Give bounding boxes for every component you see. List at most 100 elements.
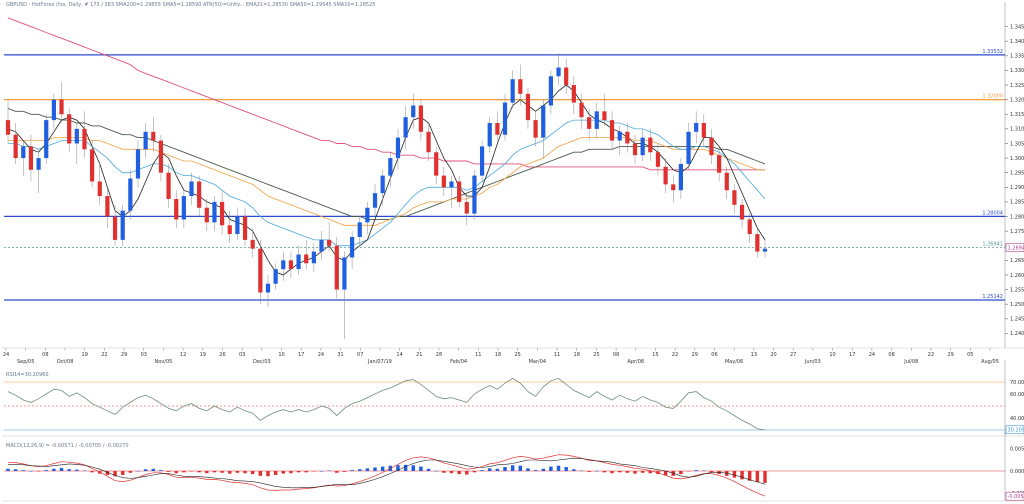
candle-bear [90, 149, 95, 182]
price-tick-label: 1.24500 [1010, 317, 1024, 323]
macd-hist-pos [480, 470, 484, 471]
macd-hist-pos [358, 469, 362, 471]
rsi-tick-label: 40.00000 [1010, 416, 1024, 422]
candle-bull [311, 251, 316, 264]
candle-bear [441, 175, 446, 188]
date-label: 22 [101, 352, 107, 358]
macd-hist-pos [365, 468, 370, 471]
macd-hist-neg [98, 471, 102, 474]
macd-hist-neg [732, 471, 737, 478]
price-tick-label: 1.28500 [1010, 200, 1024, 206]
candle-bear [288, 260, 294, 270]
level-label-1.32000: 1.32000 [982, 94, 1003, 100]
date-label: Nov/05 [155, 359, 173, 365]
date-label: 17 [298, 352, 304, 358]
rsi-info-header: RSI14=30.20960 [6, 372, 49, 378]
date-label: 26 [219, 352, 225, 358]
price-tick-label: 1.33000 [1010, 68, 1024, 74]
date-label: 20 [770, 352, 776, 358]
candle-bull [594, 111, 599, 129]
macd-hist-pos [67, 469, 71, 471]
candle-bull [479, 146, 485, 176]
date-label: Jan/07/19 [367, 359, 392, 365]
candle-bear [426, 131, 431, 153]
candle-bear [701, 123, 706, 138]
price-tick-label: 1.28000 [1010, 214, 1024, 220]
date-label: 10 [829, 352, 835, 358]
candle-bear [59, 99, 64, 115]
level-label-1.25142: 1.25142 [982, 294, 1003, 300]
macd-hist-neg [610, 471, 614, 474]
candle-bull [120, 210, 125, 240]
date-label: Sep/05 [17, 359, 34, 365]
price-tick-label: 1.29500 [1010, 170, 1024, 176]
level-label-1.33532: 1.33532 [982, 49, 1003, 55]
candle-bear [648, 137, 653, 153]
candle-bull [21, 146, 26, 159]
rsi-current-box [1005, 425, 1024, 435]
candle-bull [694, 123, 699, 132]
date-label: 24 [318, 352, 324, 358]
candle-bear [158, 140, 164, 173]
date-label: 14 [396, 352, 402, 358]
candle-bull [189, 181, 194, 197]
candle-bull [617, 131, 622, 141]
price-tick-label: 1.26000 [1010, 273, 1024, 279]
macd-hist-neg [709, 471, 714, 473]
price-tick-label: 1.33500 [1010, 54, 1024, 60]
macd-hist-pos [350, 470, 354, 471]
date-label: Feb/04 [450, 359, 467, 365]
candle-bear [655, 152, 661, 167]
date-label: 29 [121, 352, 127, 358]
price-tick-label: 1.30500 [1010, 141, 1024, 147]
candle-bear [204, 207, 209, 223]
candle-bear [495, 123, 500, 135]
candle-bull [212, 201, 217, 223]
current-price-label: 1.26941 [1008, 245, 1024, 251]
macd-hist-neg [449, 471, 454, 474]
date-label: May/06 [725, 359, 743, 365]
candle-bull [411, 105, 416, 118]
candle-bear [671, 184, 676, 191]
date-label: 31 [337, 352, 343, 358]
candle-bear [717, 155, 722, 173]
overlay-line-ema21 [8, 119, 766, 247]
date-label: 29 [947, 352, 953, 358]
candle-bear [457, 181, 462, 202]
macd-hist-pos [6, 468, 10, 471]
overlay-line-ema50 [8, 137, 765, 226]
macd-hist-neg [617, 471, 622, 473]
candle-bear [97, 181, 102, 197]
macd-hist-pos [44, 470, 48, 471]
date-label: 11 [554, 352, 560, 358]
macd-hist-neg [205, 471, 209, 474]
date-label: 08 [42, 352, 48, 358]
macd-hist-pos [595, 471, 599, 472]
macd-hist-neg [120, 471, 125, 475]
date-label: 15 [652, 352, 658, 358]
macd-tick-label: 0.00500 [1010, 447, 1024, 453]
candle-bear [602, 111, 607, 121]
macd-hist-neg [212, 471, 217, 473]
candle-bear [518, 79, 523, 94]
date-label: Mar/04 [529, 359, 546, 365]
price-tick-label: 1.34000 [1010, 39, 1024, 45]
candle-bull [395, 137, 401, 159]
date-label: 27 [790, 352, 796, 358]
macd-hist-neg [625, 471, 630, 473]
price-tick-label: 1.30000 [1010, 156, 1024, 162]
candle-bull [449, 181, 454, 188]
candle-bear [112, 216, 118, 240]
candle-bear [13, 134, 18, 159]
macd-hist-neg [220, 471, 224, 473]
candle-bull [342, 257, 347, 290]
macd-hist-pos [426, 468, 431, 471]
price-tick-label: 1.34500 [1010, 24, 1024, 30]
macd-hist-pos [419, 466, 423, 471]
date-label: Apr/08 [627, 359, 644, 365]
candle-bear [327, 239, 332, 246]
candle-bull [128, 178, 133, 211]
date-label: 29 [692, 352, 698, 358]
